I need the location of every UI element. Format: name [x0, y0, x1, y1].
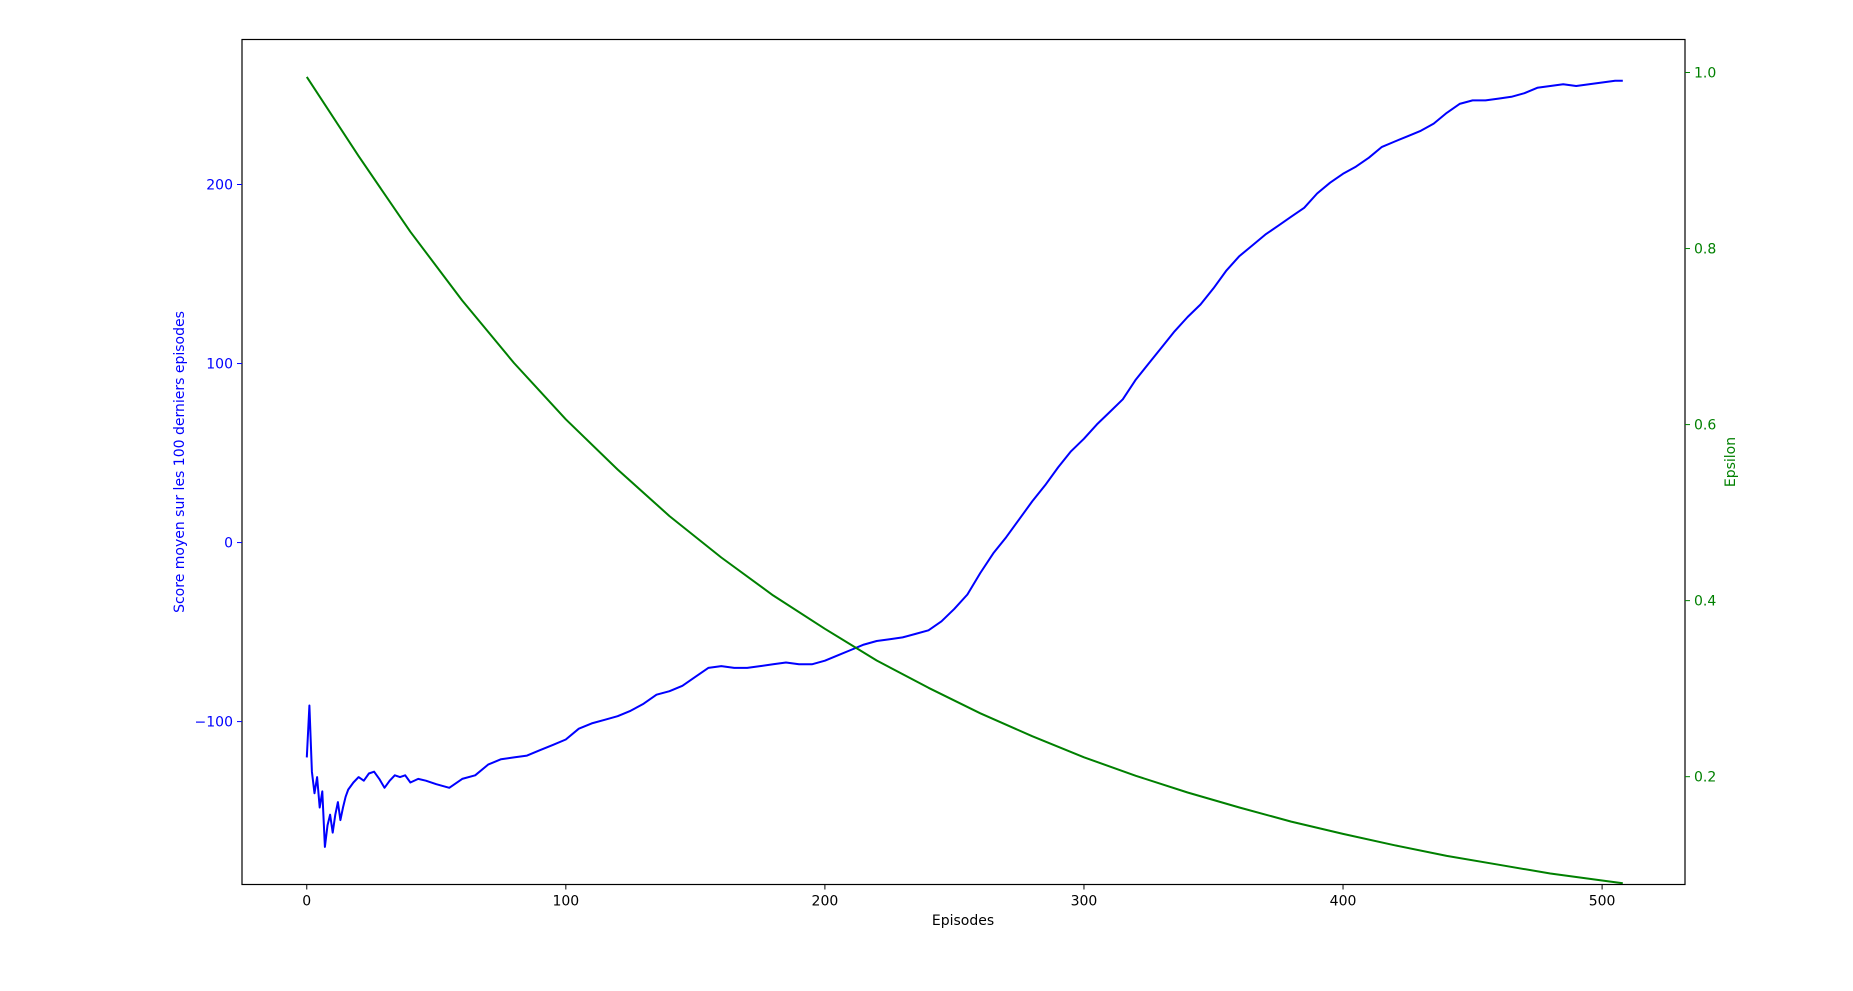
x-tick-label: 0	[302, 894, 311, 910]
y-left-tick-label: 100	[206, 357, 233, 373]
y-left-tick-label: −100	[195, 715, 233, 731]
y-right-tick-label: 0.4	[1694, 594, 1716, 610]
x-tick-label: 400	[1330, 894, 1357, 910]
y-right-tick-label: 0.8	[1694, 242, 1716, 258]
y-left-axis-label: Score moyen sur les 100 derniers episode…	[172, 311, 188, 613]
x-tick-label: 200	[812, 894, 839, 910]
x-tick-label: 300	[1071, 894, 1098, 910]
epsilon-series-line	[305, 76, 1623, 885]
y-left-tick-label: 200	[206, 178, 233, 194]
y-left-tick-label: 0	[224, 536, 233, 552]
y-right-tick-label: 0.2	[1694, 770, 1716, 786]
x-axis-label: Episodes	[932, 913, 994, 929]
x-tick-label: 100	[552, 894, 579, 910]
y-right-axis-ticks: 0.2 0.4 0.6 0.8 1.0	[1685, 66, 1716, 786]
y-right-tick-label: 0.6	[1694, 418, 1716, 434]
x-tick-label: 500	[1589, 894, 1616, 910]
x-axis-ticks: 0 100 200 300 400 500	[302, 884, 1616, 910]
y-left-axis-ticks: −100 0 100 200	[195, 178, 242, 731]
plot-marks	[305, 76, 1623, 885]
plot-area-frame	[241, 38, 1686, 886]
y-right-axis-label: Epsilon	[1723, 437, 1739, 487]
score-series-line	[305, 79, 1623, 848]
y-right-tick-label: 1.0	[1694, 66, 1716, 82]
